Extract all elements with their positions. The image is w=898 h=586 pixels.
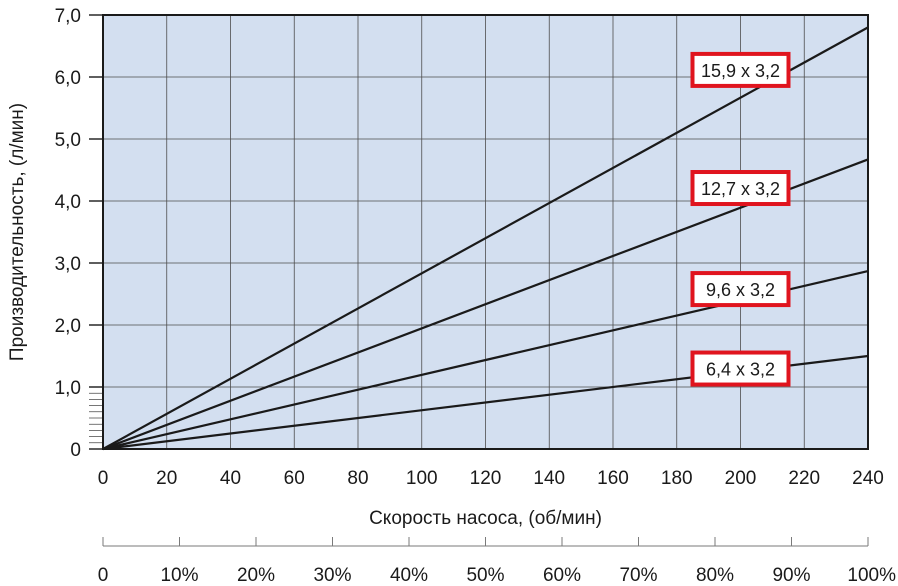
x-tick-label: 240 [852,468,884,489]
y-axis-title: Производительность, (л/мин) [7,103,28,361]
x-tick-label: 120 [470,468,502,489]
percent-tick-label: 0 [98,565,109,586]
plot-frame [102,14,869,450]
grid [103,15,868,449]
y-tick-label: 4,0 [55,192,81,213]
x-tick-label: 0 [98,468,109,489]
x-tick-label: 80 [347,468,368,489]
percent-tick-label: 90% [772,565,810,586]
y-tick-label: 6,0 [55,68,81,89]
series-line [102,158,869,451]
y-tick-label: 2,0 [55,316,81,337]
x-tick-label: 220 [788,468,820,489]
series-label: 9,6 x 3,2 [690,271,791,308]
series-label-box [690,271,791,308]
x-tick-label: 180 [661,468,693,489]
series-label-text: 6,4 x 3,2 [706,360,775,380]
series-label-text: 15,9 x 3,2 [701,61,780,81]
series-label-box [690,170,791,207]
y-axis-ticks: 0 1,0 2,0 3,0 4,0 5,0 6,0 7,0 [55,6,103,461]
percent-tick-label: 70% [619,565,657,586]
percent-tick-label: 60% [543,565,581,586]
series-labels: 15,9 x 3,2 12,7 x 3,2 9,6 x 3,2 6,4 x 3,2 [690,51,791,387]
x-tick-label: 40 [220,468,241,489]
x-tick-label: 140 [533,468,565,489]
percent-tick-label: 100% [847,565,896,586]
series-label-text: 9,6 x 3,2 [706,280,775,300]
y-tick-label: 7,0 [55,6,81,27]
series-label-box [690,350,791,387]
y-tick-label: 0 [70,440,81,461]
percent-tick-label: 40% [390,565,428,586]
x-axis-title: Скорость насоса, (об/мин) [369,508,602,529]
series-label: 12,7 x 3,2 [690,170,791,207]
x-tick-label: 160 [597,468,629,489]
y-tick-label: 5,0 [55,130,81,151]
percent-tick-label: 30% [313,565,351,586]
y-tick-label: 1,0 [55,378,81,399]
percent-tick-label: 20% [237,565,275,586]
percent-axis: 0 10% 20% 30% 40% 50% 60% 70% 80% 90% 100% [98,537,896,586]
series-label: 6,4 x 3,2 [690,350,791,387]
x-axis-ticks: 0 20 40 60 80 100 120 140 160 180 200 220 240 [98,468,884,489]
x-tick-label: 60 [284,468,305,489]
series-line [102,26,869,450]
x-tick-label: 200 [725,468,757,489]
percent-tick-label: 50% [466,565,504,586]
series-label: 15,9 x 3,2 [690,51,791,88]
percent-tick-label: 10% [160,565,198,586]
percent-tick-label: 80% [696,565,734,586]
y-tick-label: 3,0 [55,254,81,275]
series-label-box [690,51,791,88]
minor-ticks [89,392,103,444]
x-tick-label: 100 [406,468,438,489]
x-tick-label: 20 [156,468,177,489]
series-label-text: 12,7 x 3,2 [701,179,780,199]
